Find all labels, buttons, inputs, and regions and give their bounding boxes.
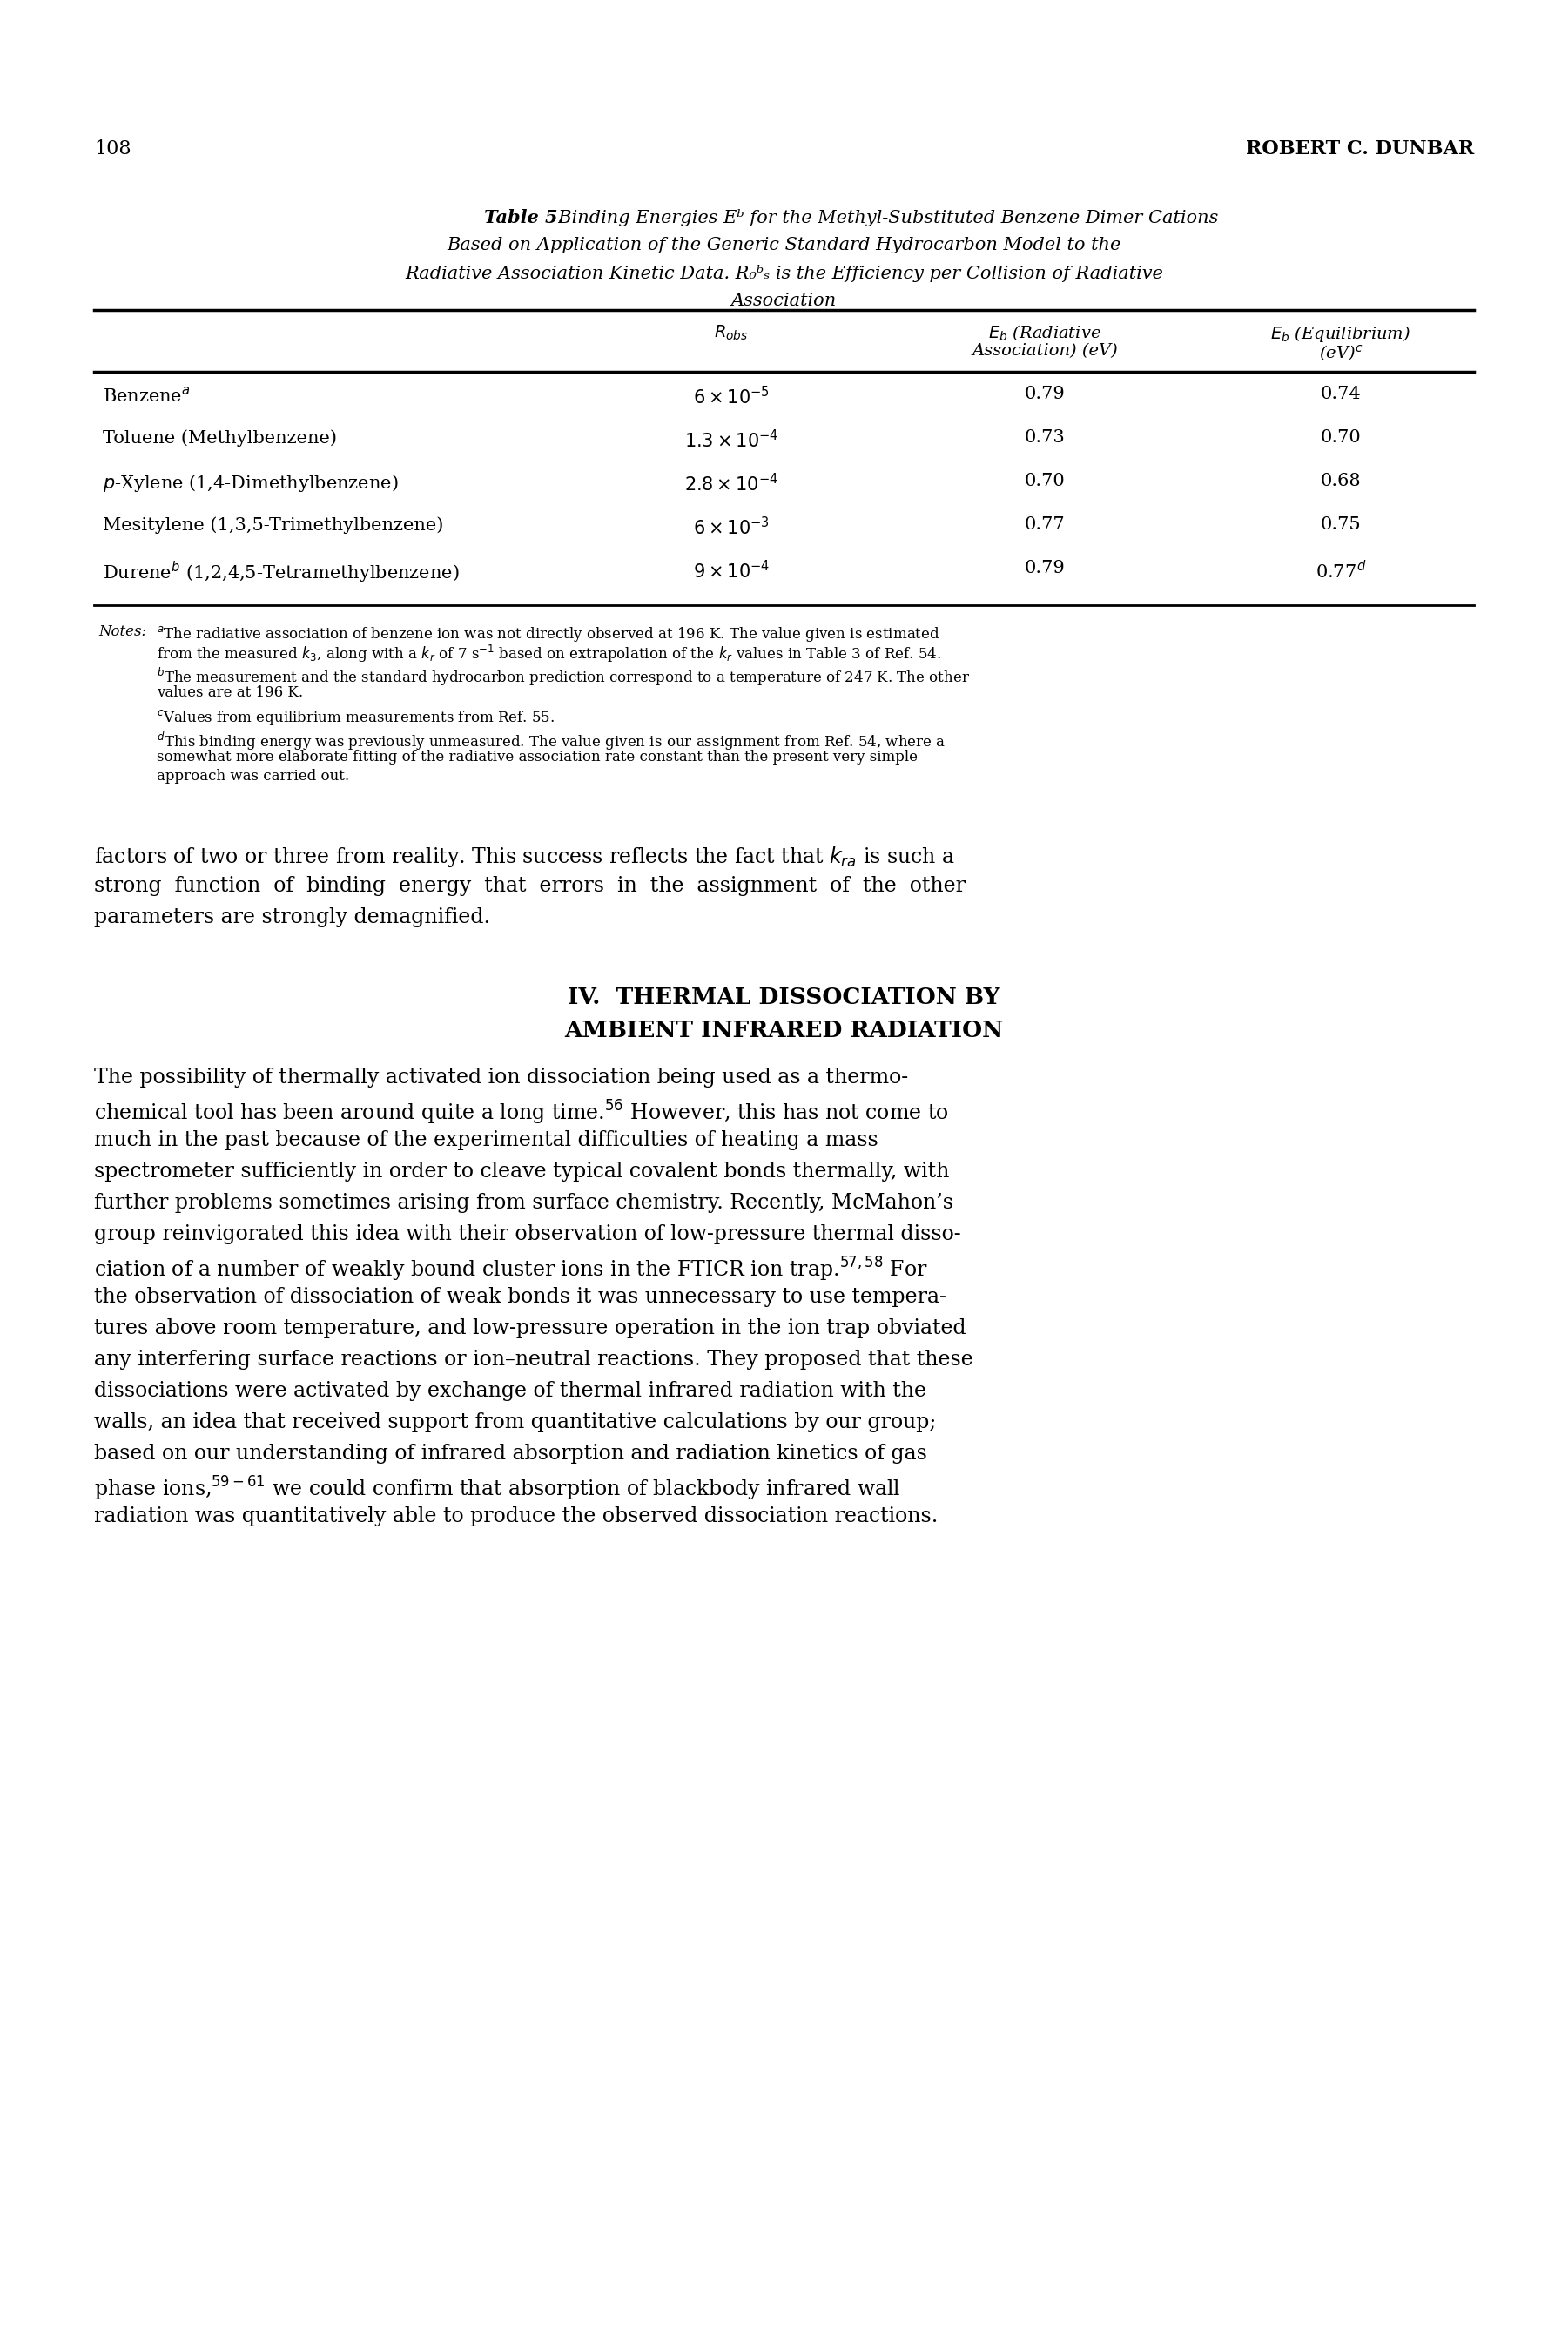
Text: $2.8 \times 10^{-4}$: $2.8 \times 10^{-4}$ [684,473,778,494]
Text: the observation of dissociation of weak bonds it was unnecessary to use tempera-: the observation of dissociation of weak … [94,1286,946,1307]
Text: $E_b$ (Equilibrium): $E_b$ (Equilibrium) [1270,324,1411,343]
Text: 0.77: 0.77 [1024,517,1065,534]
Text: Association: Association [731,292,837,308]
Text: 0.70: 0.70 [1320,430,1361,447]
Text: (eV)$^c$: (eV)$^c$ [1319,343,1363,362]
Text: approach was carried out.: approach was carried out. [157,769,350,783]
Text: further problems sometimes arising from surface chemistry. Recently, McMahon’s: further problems sometimes arising from … [94,1192,953,1213]
Text: dissociations were activated by exchange of thermal infrared radiation with the: dissociations were activated by exchange… [94,1380,927,1401]
Text: $^a$The radiative association of benzene ion was not directly observed at 196 K.: $^a$The radiative association of benzene… [157,625,939,644]
Text: strong  function  of  binding  energy  that  errors  in  the  assignment  of  th: strong function of binding energy that e… [94,877,966,896]
Text: $1.3 \times 10^{-4}$: $1.3 \times 10^{-4}$ [684,430,778,451]
Text: $6 \times 10^{-3}$: $6 \times 10^{-3}$ [693,517,770,538]
Text: chemical tool has been around quite a long time.$^{56}$ However, this has not co: chemical tool has been around quite a lo… [94,1098,949,1126]
Text: Radiative Association Kinetic Data. R₀ᵇₛ is the Efficiency per Collision of Radi: Radiative Association Kinetic Data. R₀ᵇₛ… [405,266,1163,282]
Text: Binding Energies Eᵇ for the Methyl-Substituted Benzene Dimer Cations: Binding Energies Eᵇ for the Methyl-Subst… [546,209,1218,226]
Text: based on our understanding of infrared absorption and radiation kinetics of gas: based on our understanding of infrared a… [94,1444,927,1465]
Text: parameters are strongly demagnified.: parameters are strongly demagnified. [94,907,491,926]
Text: Notes:: Notes: [99,625,146,639]
Text: $9 \times 10^{-4}$: $9 \times 10^{-4}$ [693,560,770,581]
Text: Benzene$^a$: Benzene$^a$ [103,386,190,404]
Text: 0.75: 0.75 [1320,517,1361,534]
Text: Association) (eV): Association) (eV) [972,343,1118,360]
Text: group reinvigorated this idea with their observation of low-pressure thermal dis: group reinvigorated this idea with their… [94,1225,961,1244]
Text: $^d$This binding energy was previously unmeasured. The value given is our assign: $^d$This binding energy was previously u… [157,731,946,752]
Text: somewhat more elaborate fitting of the radiative association rate constant than : somewhat more elaborate fitting of the r… [157,750,917,764]
Text: 0.77$^d$: 0.77$^d$ [1316,560,1366,581]
Text: 0.79: 0.79 [1024,386,1065,402]
Text: $p$-Xylene (1,4-Dimethylbenzene): $p$-Xylene (1,4-Dimethylbenzene) [103,473,398,494]
Text: AMBIENT INFRARED RADIATION: AMBIENT INFRARED RADIATION [564,1020,1004,1041]
Text: walls, an idea that received support from quantitative calculations by our group: walls, an idea that received support fro… [94,1413,936,1432]
Text: Mesitylene (1,3,5-Trimethylbenzene): Mesitylene (1,3,5-Trimethylbenzene) [103,517,444,534]
Text: 0.68: 0.68 [1320,473,1361,489]
Text: radiation was quantitatively able to produce the observed dissociation reactions: radiation was quantitatively able to pro… [94,1507,938,1526]
Text: ROBERT C. DUNBAR: ROBERT C. DUNBAR [1245,139,1474,158]
Text: Toluene (Methylbenzene): Toluene (Methylbenzene) [103,430,337,447]
Text: 108: 108 [94,139,132,158]
Text: The possibility of thermally activated ion dissociation being used as a thermo-: The possibility of thermally activated i… [94,1067,908,1089]
Text: $R_{obs}$: $R_{obs}$ [713,324,748,343]
Text: $6 \times 10^{-5}$: $6 \times 10^{-5}$ [693,386,770,407]
Text: 0.73: 0.73 [1024,430,1065,447]
Text: any interfering surface reactions or ion–neutral reactions. They proposed that t: any interfering surface reactions or ion… [94,1349,974,1371]
Text: from the measured $k_3$, along with a $k_r$ of 7 s$^{-1}$ based on extrapolation: from the measured $k_3$, along with a $k… [157,644,941,665]
Text: Durene$^b$ (1,2,4,5-Tetramethylbenzene): Durene$^b$ (1,2,4,5-Tetramethylbenzene) [103,560,459,585]
Text: Table 5.: Table 5. [483,209,563,226]
Text: 0.79: 0.79 [1024,560,1065,576]
Text: ciation of a number of weakly bound cluster ions in the FTICR ion trap.$^{57,58}: ciation of a number of weakly bound clus… [94,1255,928,1284]
Text: $^c$Values from equilibrium measurements from Ref. 55.: $^c$Values from equilibrium measurements… [157,708,555,726]
Text: tures above room temperature, and low-pressure operation in the ion trap obviate: tures above room temperature, and low-pr… [94,1319,966,1338]
Text: 0.70: 0.70 [1024,473,1065,489]
Text: values are at 196 K.: values are at 196 K. [157,684,303,701]
Text: phase ions,$^{59-61}$ we could confirm that absorption of blackbody infrared wal: phase ions,$^{59-61}$ we could confirm t… [94,1474,902,1502]
Text: factors of two or three from reality. This success reflects the fact that $k_{ra: factors of two or three from reality. Th… [94,844,955,870]
Text: $E_b$ (Radiative: $E_b$ (Radiative [988,324,1101,343]
Text: much in the past because of the experimental difficulties of heating a mass: much in the past because of the experime… [94,1131,878,1150]
Text: spectrometer sufficiently in order to cleave typical covalent bonds thermally, w: spectrometer sufficiently in order to cl… [94,1161,949,1183]
Text: 0.74: 0.74 [1320,386,1361,402]
Text: $^b$The measurement and the standard hydrocarbon prediction correspond to a temp: $^b$The measurement and the standard hyd… [157,665,971,689]
Text: IV.  THERMAL DISSOCIATION BY: IV. THERMAL DISSOCIATION BY [568,987,1000,1009]
Text: Based on Application of the Generic Standard Hydrocarbon Model to the: Based on Application of the Generic Stan… [447,237,1121,254]
